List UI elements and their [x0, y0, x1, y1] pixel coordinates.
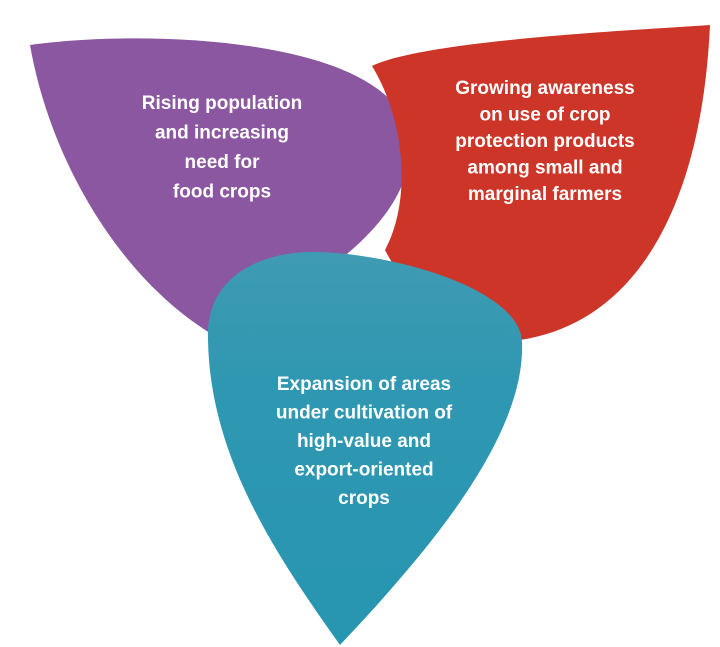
petal-label: Rising population: [142, 93, 302, 114]
petal-label: crops: [338, 488, 390, 509]
petal-label: Growing awareness: [455, 78, 635, 99]
petal-label: on use of crop: [480, 105, 611, 126]
petal-label: protection products: [455, 131, 634, 152]
labels: Rising population and increasing need for f…: [142, 78, 635, 509]
petal-label: and increasing: [155, 123, 289, 144]
petal-label: Expansion of areas: [277, 374, 451, 395]
petal-label: among small and: [467, 158, 622, 179]
petal-teal: [207, 251, 523, 646]
petal-label: export-oriented: [294, 460, 433, 481]
petal-label: high-value and: [297, 431, 431, 452]
petal-label: under cultivation of: [276, 403, 453, 424]
petal-label: food crops: [173, 182, 271, 203]
petal-label: marginal farmers: [468, 184, 622, 205]
petal-red: [372, 25, 710, 340]
petal-label: need for: [185, 152, 261, 173]
